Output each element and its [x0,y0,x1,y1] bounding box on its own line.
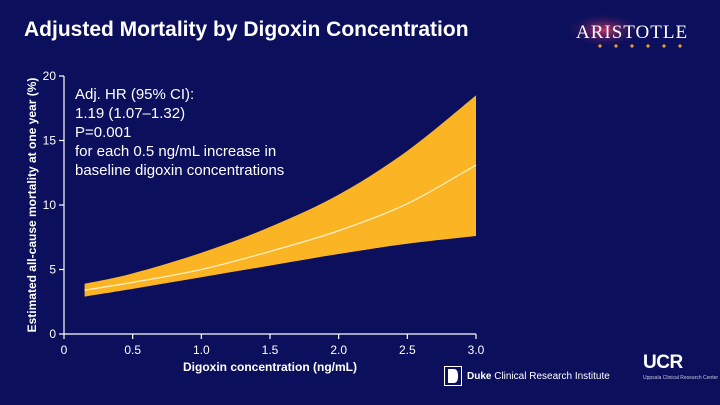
annotation-line: P=0.001 [75,124,132,141]
x-tick-label: 2.0 [330,343,347,357]
y-tick-label: 10 [43,198,57,212]
chart-marks [84,95,477,297]
duke-text: Duke Clinical Research Institute [467,370,610,382]
x-tick-label: 3.0 [468,343,485,357]
y-tick-label: 15 [43,134,57,148]
duke-logo: Duke Clinical Research Institute [444,366,610,386]
aristotle-logo: ARISTOTLE [564,12,688,48]
estimate-line [84,164,477,291]
hazard-ratio-annotation: Adj. HR (95% CI): 1.19 (1.07–1.32) P=0.0… [75,85,284,180]
annotation-line: baseline digoxin concentrations [75,162,285,179]
ucr-subtext: Uppsala Clinical Research Center [643,375,719,381]
x-tick-label: 0 [61,343,68,357]
ucr-logo: UCR Uppsala Clinical Research Center [643,352,719,392]
logo-dots [598,44,682,48]
x-axis-label: Digoxin concentration (ng/mL) [183,360,357,374]
y-axis-label: Estimated all-cause mortality at one yea… [25,77,39,333]
annotation-line: Adj. HR (95% CI): [75,86,195,103]
logo-text: ARISTOTLE [576,22,688,43]
x-tick-label: 1.0 [193,343,210,357]
y-tick-label: 0 [49,327,56,341]
annotation-line: for each 0.5 ng/mL increase in [75,143,277,160]
x-tick-label: 2.5 [399,343,416,357]
chart-axes: 0 5 10 15 20 0 0.5 1.0 1.5 2.0 2.5 3.0 [43,69,485,357]
x-tick-label: 1.5 [262,343,279,357]
y-tick-label: 20 [43,69,57,83]
y-tick-label: 5 [49,263,56,277]
page-title: Adjusted Mortality by Digoxin Concentrat… [24,18,469,41]
x-tick-label: 0.5 [124,343,141,357]
confidence-band [84,95,476,297]
ucr-text: UCR [643,352,683,373]
duke-shield-icon [444,366,462,386]
annotation-line: 1.19 (1.07–1.32) [75,105,186,122]
